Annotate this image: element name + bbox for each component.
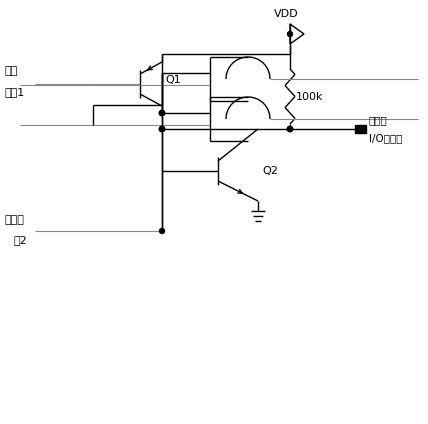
Text: I/O口管脉: I/O口管脉 [369,133,402,143]
Bar [355,125,366,133]
Text: 100k: 100k [296,92,324,101]
Circle shape [159,110,165,116]
Text: 输出: 输出 [5,66,18,76]
Circle shape [159,126,165,132]
Text: Q1: Q1 [165,75,181,85]
Text: 信号1: 信号1 [5,87,25,97]
Circle shape [287,126,293,132]
Circle shape [288,31,292,36]
Text: 芯片的: 芯片的 [369,115,388,125]
Text: 号2: 号2 [14,235,28,245]
Text: 输出信: 输出信 [5,215,25,225]
Text: Q2: Q2 [262,166,278,176]
Text: VDD: VDD [273,9,298,19]
Circle shape [160,229,164,234]
